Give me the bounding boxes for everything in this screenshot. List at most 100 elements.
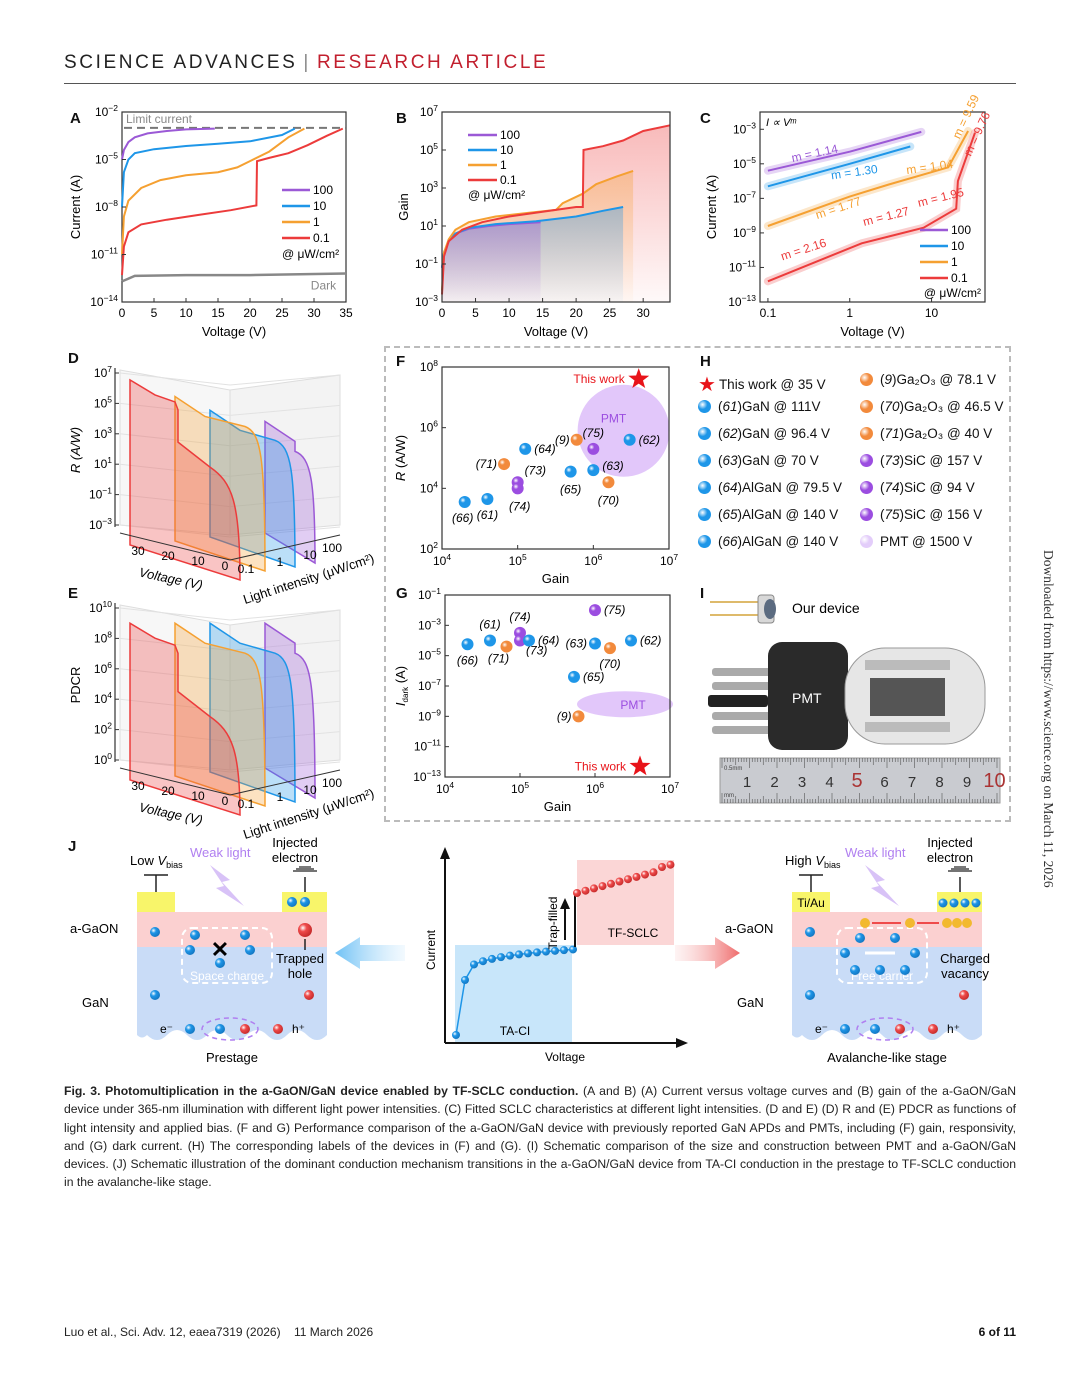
free-carrier xyxy=(855,933,865,943)
lightning-icon xyxy=(865,865,899,906)
legend-label-0.1: 0.1 xyxy=(500,173,517,187)
a-gaon-layer xyxy=(137,912,327,947)
trapped-hole-label: hole xyxy=(288,966,313,981)
panel-letter-g: G xyxy=(396,585,408,602)
data-point-73 xyxy=(514,634,526,647)
surface-10 xyxy=(209,408,296,569)
ruler-unit-bottom: mm xyxy=(724,793,734,799)
data-label-9: (9) xyxy=(557,709,572,723)
y-tick-label: 10−3 xyxy=(733,120,756,136)
comparison-dashed-box xyxy=(384,346,1011,822)
electron xyxy=(805,990,815,1000)
injected-electron xyxy=(300,897,310,907)
tf-sclc-point xyxy=(658,863,666,871)
x-tick-label: 105 xyxy=(511,780,529,796)
legend-label-100: 100 xyxy=(313,183,333,197)
panel-letter-a: A xyxy=(70,110,81,127)
electron xyxy=(805,927,815,937)
z-tick-label: 10−1 xyxy=(89,486,112,502)
panel-letter-i: I xyxy=(700,585,705,602)
legend-ball-icon xyxy=(698,481,711,494)
data-point-74 xyxy=(511,482,524,495)
gan-layer xyxy=(137,947,327,1040)
hole xyxy=(959,990,969,1000)
x-tick-label: 30 xyxy=(636,306,650,320)
electron xyxy=(840,1024,850,1034)
legend-ball-icon xyxy=(860,481,873,494)
legend-ball-icon xyxy=(860,454,873,467)
x-tick-label: 10 xyxy=(925,306,939,320)
data-point-71 xyxy=(498,458,511,471)
legend-text: GaN @ 70 V xyxy=(742,453,819,468)
ta-ci-point xyxy=(497,953,505,962)
y-axis-arrowhead xyxy=(440,847,450,859)
legend-h-row: (65) AlGaN @ 140 V xyxy=(698,507,838,522)
x-axis-label: Gain xyxy=(544,799,571,814)
our-device-icon xyxy=(710,594,776,624)
right-arrow-icon xyxy=(675,937,740,969)
plot-frame xyxy=(441,111,671,303)
z-tick-label: 10−3 xyxy=(89,516,112,532)
x-tick-label: 35 xyxy=(339,306,353,320)
intensity-tick-label: 0.1 xyxy=(238,562,255,576)
legend-ball-icon xyxy=(860,508,873,521)
free-carrier xyxy=(875,965,885,975)
data-label-75: (75) xyxy=(604,603,625,617)
power-law-annotation: I ∝ Vᵐ xyxy=(766,117,796,129)
y-axis-label: Gain xyxy=(396,193,411,220)
voltage-tick-label: 0 xyxy=(222,794,229,808)
x-tick-label: 5 xyxy=(472,306,479,320)
ta-ci-point xyxy=(506,951,514,960)
left-arrow-icon xyxy=(335,937,405,969)
z-axis-label: PDCR xyxy=(68,667,83,704)
layer-label-a-gaon: a-GaON xyxy=(70,921,118,936)
grid-line xyxy=(119,607,231,621)
data-point-9 xyxy=(572,710,585,723)
data-label-64: (64) xyxy=(538,634,559,648)
y-tick-label: 104 xyxy=(420,479,438,495)
data-point-66 xyxy=(458,495,471,508)
ta-ci-point xyxy=(542,947,550,956)
legend-label-0.1: 0.1 xyxy=(951,271,968,285)
x-tick-label: 10 xyxy=(502,306,516,320)
z-tick-label: 108 xyxy=(94,629,112,645)
data-point-62 xyxy=(623,433,636,446)
charged-vacancy-label: Charged xyxy=(940,951,990,966)
legend-text: GaN @ 111V xyxy=(742,399,821,414)
data-label-70: (70) xyxy=(599,657,620,671)
data-point-63 xyxy=(589,637,601,650)
legend-label-100: 100 xyxy=(951,223,971,237)
ta-ci-point xyxy=(488,954,496,963)
grid-line xyxy=(229,496,341,508)
trapped-electron xyxy=(215,958,225,968)
x-tick-label: 20 xyxy=(569,306,583,320)
pmt-region-label: PMT xyxy=(601,412,627,426)
panel-i-device-photo: Our device PMT 1 2 3 4 5 6 7 8 9 10 0.5mm mm xyxy=(708,594,1006,804)
legend-text: GaN @ 96.4 V xyxy=(742,426,831,441)
our-device-label: Our device xyxy=(792,600,860,616)
figure-caption: Fig. 3. Photomultiplication in the a-GaO… xyxy=(64,1082,1016,1192)
ruler-number: 7 xyxy=(908,774,916,791)
legend-text: SiC @ 94 V xyxy=(904,480,975,495)
y-tick-label: 10−1 xyxy=(415,255,438,271)
y-tick-label: 108 xyxy=(420,358,438,374)
grid-line xyxy=(229,404,341,416)
series-line-100 xyxy=(121,127,215,160)
x-tick-label: 1 xyxy=(846,306,853,320)
surface-100 xyxy=(264,419,316,565)
legend-label-1: 1 xyxy=(313,215,320,229)
z-tick-label: 104 xyxy=(94,690,112,706)
ruler: 1 2 3 4 5 6 7 8 9 10 0.5mm mm xyxy=(719,757,1006,804)
z-tick-label: 107 xyxy=(94,364,112,380)
stage-label: Prestage xyxy=(206,1050,258,1065)
grid-line xyxy=(229,639,341,651)
legend-label-10: 10 xyxy=(500,143,514,157)
back-wall-right xyxy=(229,609,341,771)
legend-ball-icon xyxy=(860,427,873,440)
injected-electron-label: Injected xyxy=(272,835,318,850)
legend-ball-icon xyxy=(860,535,873,548)
carrier-box xyxy=(181,927,273,984)
tf-sclc-point xyxy=(615,877,624,886)
